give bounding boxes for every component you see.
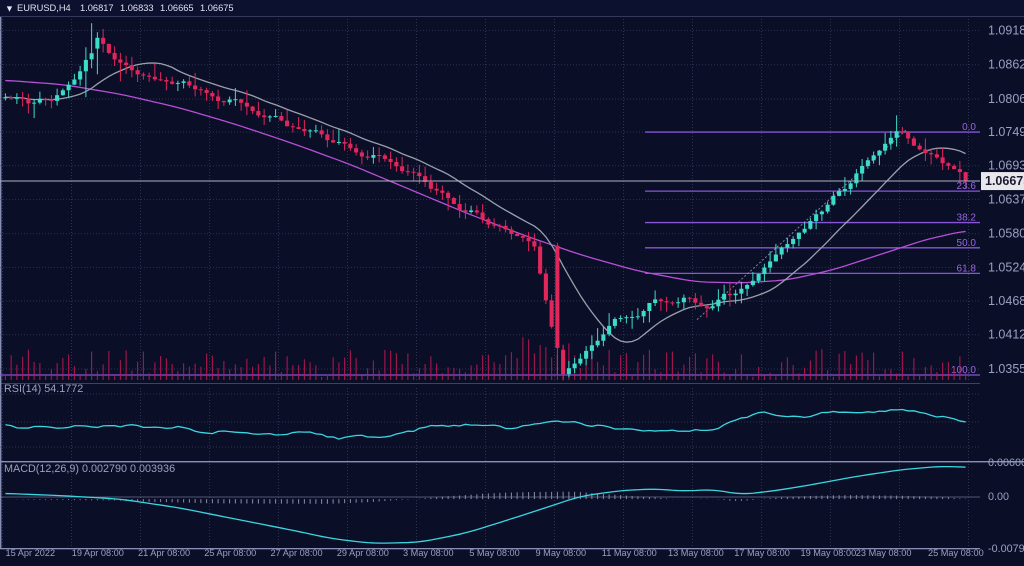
svg-text:1.06370: 1.06370 <box>988 192 1024 206</box>
svg-text:1.04680: 1.04680 <box>988 294 1024 308</box>
svg-text:25 May 08:00: 25 May 08:00 <box>928 548 984 558</box>
svg-text:1.06675: 1.06675 <box>985 174 1024 188</box>
svg-text:1.08060: 1.08060 <box>988 92 1024 106</box>
svg-text:38.2: 38.2 <box>957 213 977 224</box>
svg-text:1.06675: 1.06675 <box>200 3 234 13</box>
svg-text:21 Apr 08:00: 21 Apr 08:00 <box>138 548 190 558</box>
svg-text:1.06665: 1.06665 <box>160 3 194 13</box>
svg-text:3 May 08:00: 3 May 08:00 <box>403 548 454 558</box>
svg-text:1.08620: 1.08620 <box>988 58 1024 72</box>
svg-text:5 May 08:00: 5 May 08:00 <box>469 548 520 558</box>
svg-text:1.06833: 1.06833 <box>120 3 154 13</box>
svg-text:50.0: 50.0 <box>957 238 977 249</box>
svg-text:EURUSD,H4: EURUSD,H4 <box>17 3 71 13</box>
svg-text:29 Apr 08:00: 29 Apr 08:00 <box>337 548 389 558</box>
svg-text:1.05240: 1.05240 <box>988 260 1024 274</box>
svg-text:13 May 08:00: 13 May 08:00 <box>668 548 724 558</box>
svg-text:11 May 08:00: 11 May 08:00 <box>602 548 657 558</box>
svg-text:17 May 08:00: 17 May 08:00 <box>734 548 790 558</box>
svg-text:1.07490: 1.07490 <box>988 125 1024 139</box>
svg-text:19 May 08:00: 19 May 08:00 <box>801 548 857 558</box>
svg-text:1.05800: 1.05800 <box>988 227 1024 241</box>
svg-text:▼: ▼ <box>5 3 14 13</box>
svg-text:MACD(12,26,9) 0.002790 0.00393: MACD(12,26,9) 0.002790 0.003936 <box>4 463 175 475</box>
svg-text:25 Apr 08:00: 25 Apr 08:00 <box>204 548 256 558</box>
svg-text:27 Apr 08:00: 27 Apr 08:00 <box>271 548 323 558</box>
svg-text:1.04120: 1.04120 <box>988 328 1024 342</box>
svg-text:9 May 08:00: 9 May 08:00 <box>536 548 587 558</box>
svg-text:19 Apr 08:00: 19 Apr 08:00 <box>72 548 124 558</box>
svg-text:RSI(14) 54.1772: RSI(14) 54.1772 <box>4 383 83 395</box>
svg-text:0.0: 0.0 <box>962 122 976 133</box>
svg-text:100.0: 100.0 <box>951 365 976 376</box>
svg-text:15 Apr 2022: 15 Apr 2022 <box>6 548 56 558</box>
svg-text:-0.007905: -0.007905 <box>988 543 1024 555</box>
svg-text:1.06930: 1.06930 <box>988 159 1024 173</box>
svg-text:1.09180: 1.09180 <box>988 23 1024 37</box>
svg-text:1.03550: 1.03550 <box>988 362 1024 376</box>
svg-text:1.06817: 1.06817 <box>80 3 114 13</box>
svg-text:23 May 08:00: 23 May 08:00 <box>856 548 912 558</box>
svg-text:0.00: 0.00 <box>988 491 1009 503</box>
svg-text:0.006005: 0.006005 <box>988 457 1024 469</box>
svg-text:61.8: 61.8 <box>957 263 977 274</box>
